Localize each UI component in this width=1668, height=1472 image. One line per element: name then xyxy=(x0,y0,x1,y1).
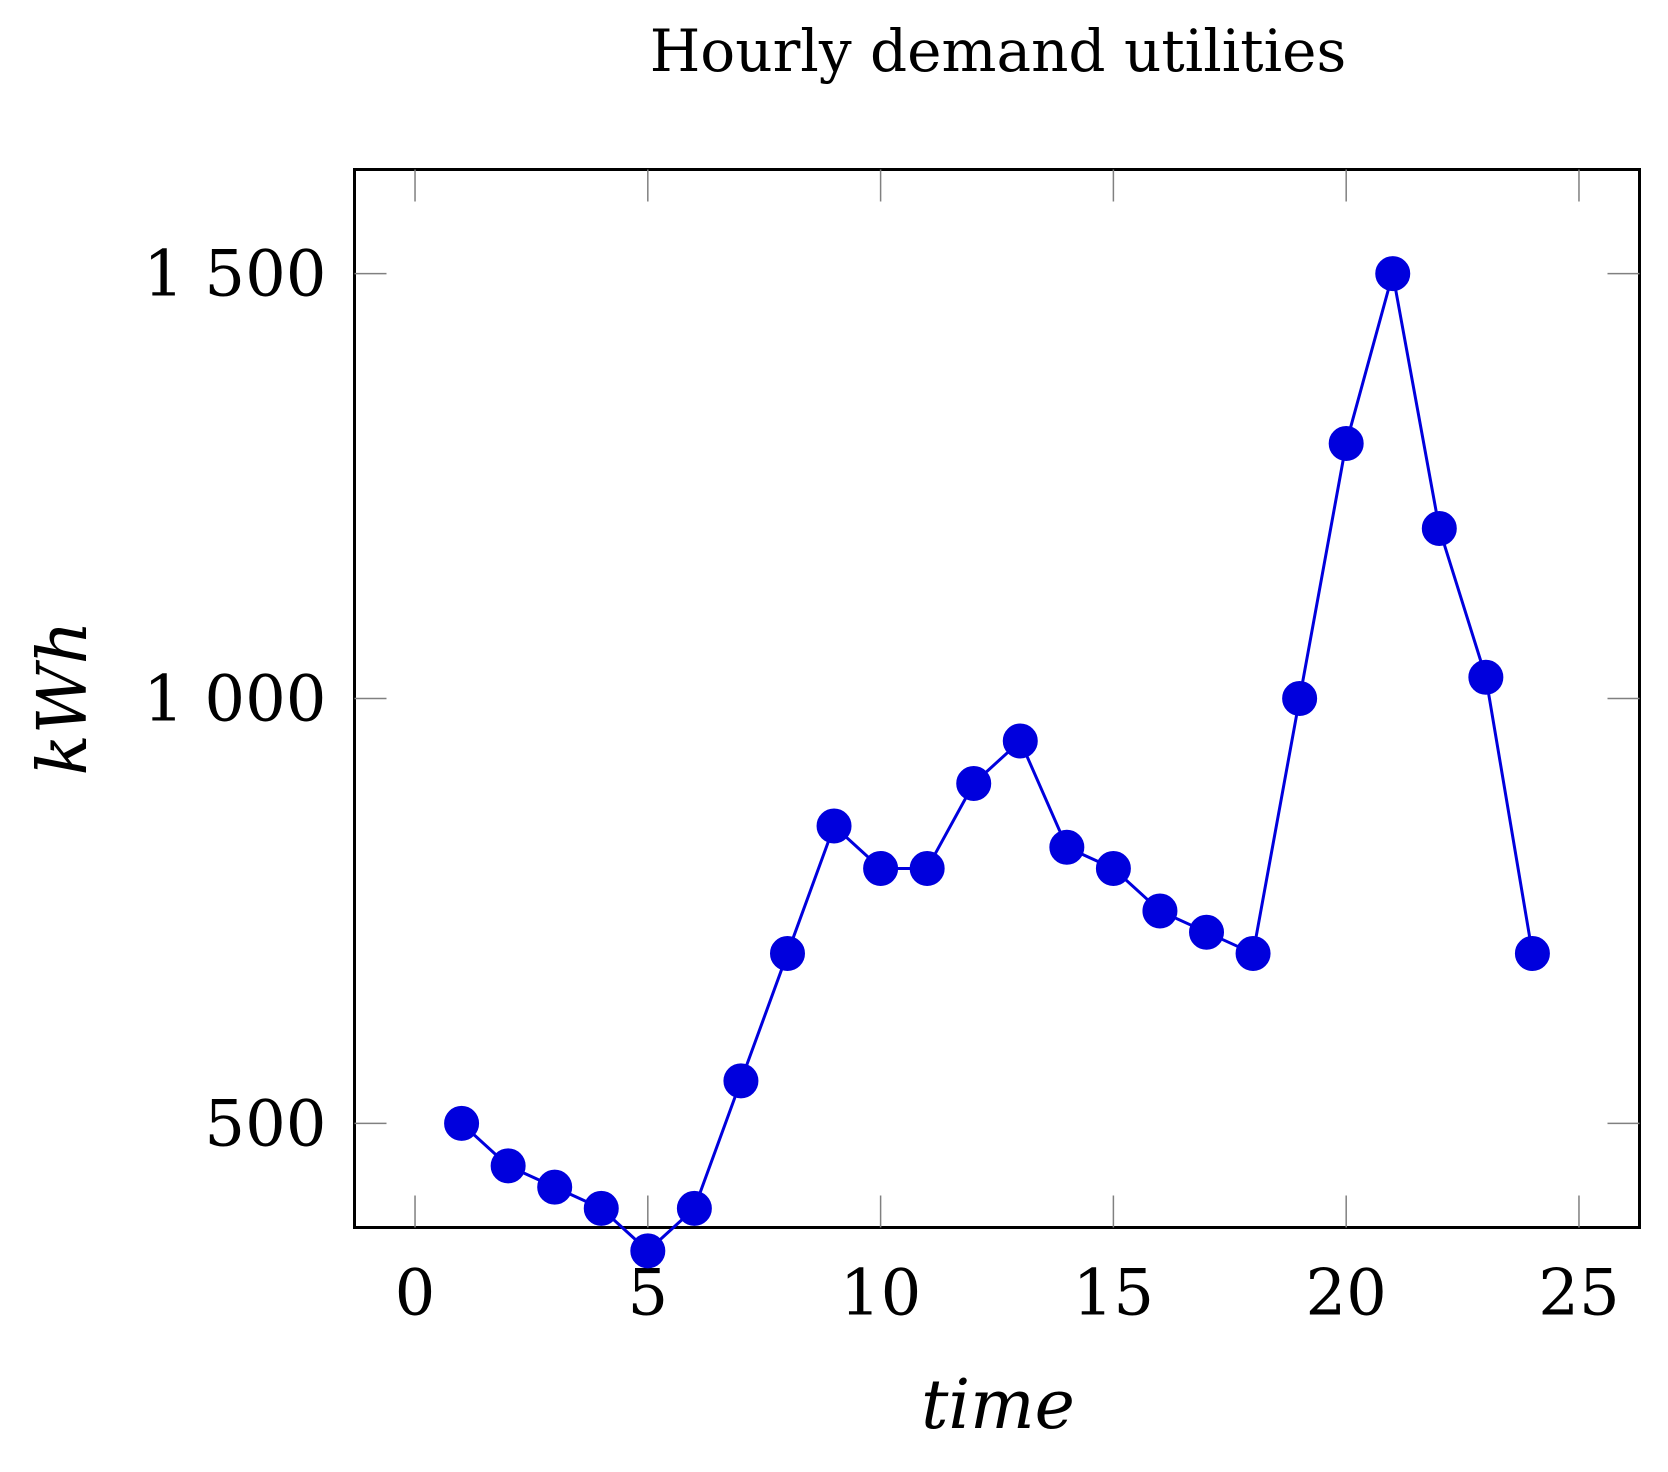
data-point xyxy=(1328,426,1364,462)
data-point xyxy=(537,1169,573,1205)
data-point xyxy=(1514,935,1550,971)
data-point xyxy=(583,1190,619,1226)
y-axis-label: kWh xyxy=(24,621,103,776)
data-point xyxy=(769,935,805,971)
data-point xyxy=(909,850,945,886)
chart-title: Hourly demand utilities xyxy=(650,17,1347,85)
plot-frame xyxy=(353,168,1641,1229)
data-point xyxy=(490,1148,526,1184)
data-point xyxy=(1049,829,1085,865)
x-tick-label: 5 xyxy=(627,1257,668,1331)
data-point xyxy=(816,808,852,844)
data-point xyxy=(1235,935,1271,971)
x-tick-label: 15 xyxy=(1073,1257,1154,1331)
data-point xyxy=(956,765,992,801)
data-point xyxy=(1095,850,1131,886)
y-tick-label: 500 xyxy=(204,1087,326,1161)
data-point xyxy=(723,1063,759,1099)
series-line xyxy=(460,272,1534,1253)
x-tick-label: 0 xyxy=(395,1257,436,1331)
x-tick-label: 20 xyxy=(1305,1257,1386,1331)
x-axis-label: time xyxy=(921,1366,1075,1445)
data-point xyxy=(1142,893,1178,929)
data-point xyxy=(863,850,899,886)
y-tick-label: 1 500 xyxy=(143,238,326,312)
data-point xyxy=(1189,914,1225,950)
series-points-group xyxy=(444,256,1550,1269)
data-point xyxy=(1468,659,1504,695)
x-tick-label: 10 xyxy=(840,1257,921,1331)
data-point xyxy=(1375,256,1411,292)
data-point xyxy=(444,1105,480,1141)
data-point xyxy=(1002,723,1038,759)
x-tick-label: 25 xyxy=(1538,1257,1619,1331)
x-axis: 0 5 10 15 20 25 xyxy=(395,169,1620,1331)
data-point xyxy=(1421,511,1457,547)
series-line-group xyxy=(460,272,1534,1253)
data-point xyxy=(1282,681,1318,716)
y-axis: 500 1 000 1 500 xyxy=(143,238,1640,1161)
data-point xyxy=(630,1233,666,1269)
y-tick-label: 1 000 xyxy=(143,663,326,737)
data-point xyxy=(676,1190,712,1226)
